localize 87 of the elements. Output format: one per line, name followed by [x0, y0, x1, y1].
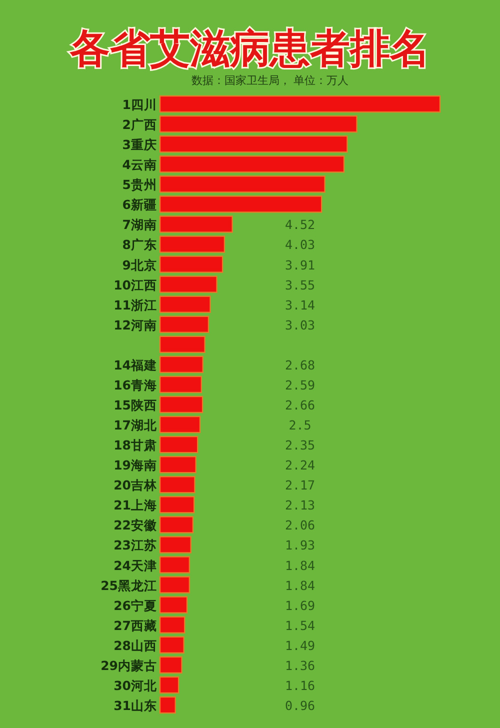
y-tick-label: 14福建 [114, 357, 157, 372]
data-label: 2.35 [284, 438, 316, 453]
y-tick-label: 16青海 [114, 377, 157, 392]
bar [159, 236, 226, 253]
y-tick-label: 24天津 [114, 558, 157, 573]
y-tick-label: 27西藏 [114, 618, 157, 633]
y-tick-label: 25黑龙江 [100, 578, 157, 593]
bar [159, 135, 348, 153]
data-label: 1.16 [284, 678, 316, 693]
y-tick-label: 7湖南 [122, 217, 157, 232]
y-tick-label: 22安徽 [114, 518, 158, 533]
y-tick-label: 19海南 [114, 458, 157, 473]
bar [159, 636, 184, 654]
y-tick-label: 18甘肃 [114, 438, 157, 453]
bar [159, 556, 190, 574]
bar [159, 336, 206, 353]
data-label: 2.24 [284, 458, 316, 473]
bar [159, 95, 441, 113]
y-tick-label: 5贵州 [122, 177, 157, 192]
y-tick-label: 30河北 [114, 678, 158, 693]
y-tick-label: 11浙江 [114, 297, 157, 312]
bar [159, 356, 204, 374]
bar [159, 476, 196, 494]
y-tick-label: 9北京 [122, 257, 157, 272]
bar [159, 156, 345, 173]
data-label: 1.54 [284, 618, 316, 633]
y-tick-label: 28山西 [114, 638, 157, 653]
bar [159, 256, 224, 273]
bar [159, 176, 326, 193]
data-label: 2.06 [284, 518, 316, 533]
bar [159, 276, 218, 293]
bar [159, 396, 204, 414]
bar [159, 536, 192, 554]
data-label: 0.96 [284, 698, 316, 713]
data-label: 1.84 [284, 558, 316, 573]
bar [159, 216, 233, 233]
bar [159, 596, 188, 614]
bar [159, 296, 211, 313]
bar [159, 436, 198, 454]
data-label: 3.14 [284, 297, 316, 312]
data-label: 3.55 [284, 277, 316, 292]
chart-title: 各省艾滋病患者排名 [69, 26, 430, 72]
bar [159, 416, 201, 434]
bar [159, 576, 190, 594]
bar [159, 516, 194, 534]
bar [159, 316, 210, 333]
data-label: 3.03 [284, 317, 316, 332]
data-label: 1.93 [284, 538, 316, 553]
data-label: 2.13 [284, 498, 316, 513]
y-tick-label: 31山东 [114, 698, 157, 713]
y-tick-label: 23江苏 [114, 538, 157, 553]
data-label: 4.03 [284, 237, 316, 252]
y-tick-label: 8广东 [122, 237, 157, 252]
y-tick-label: 15陕西 [114, 398, 157, 412]
y-tick-label: 21上海 [114, 498, 157, 513]
y-tick-label: 17湖北 [114, 418, 158, 433]
bar [159, 616, 186, 634]
bar [159, 115, 358, 133]
bar [159, 196, 322, 213]
data-label: 2.59 [284, 377, 316, 392]
bar [159, 656, 182, 674]
bar [159, 376, 202, 394]
data-label: 3.91 [284, 257, 316, 272]
bar [159, 456, 196, 474]
y-tick-label: 29内蒙古 [100, 658, 157, 673]
y-tick-label: 3重庆 [122, 137, 157, 152]
data-label: 1.49 [284, 638, 316, 653]
bar [159, 696, 176, 714]
chart-subtitle: 数据：国家卫生局， 单位：万人 [191, 74, 349, 87]
data-label: 1.84 [284, 578, 316, 593]
y-tick-label: 26宁夏 [114, 598, 157, 613]
y-tick-label: 20吉林 [114, 478, 158, 493]
data-label: 1.69 [284, 598, 316, 613]
data-label: 1.36 [284, 658, 316, 673]
y-tick-label: 1四川 [122, 97, 157, 112]
data-label: 2.68 [284, 357, 316, 372]
y-tick-label: 12河南 [114, 317, 157, 332]
data-label: 2.66 [284, 398, 316, 412]
data-label: 2.17 [284, 478, 316, 493]
y-tick-label: 6新疆 [122, 197, 157, 212]
y-tick-label: 2广西 [122, 117, 157, 132]
bar [159, 676, 180, 694]
bar [159, 496, 195, 514]
y-tick-label: 10江西 [114, 277, 157, 292]
y-tick-label: 4云南 [122, 157, 157, 172]
data-label: 2.5 [288, 418, 312, 433]
data-label: 4.52 [284, 217, 316, 232]
